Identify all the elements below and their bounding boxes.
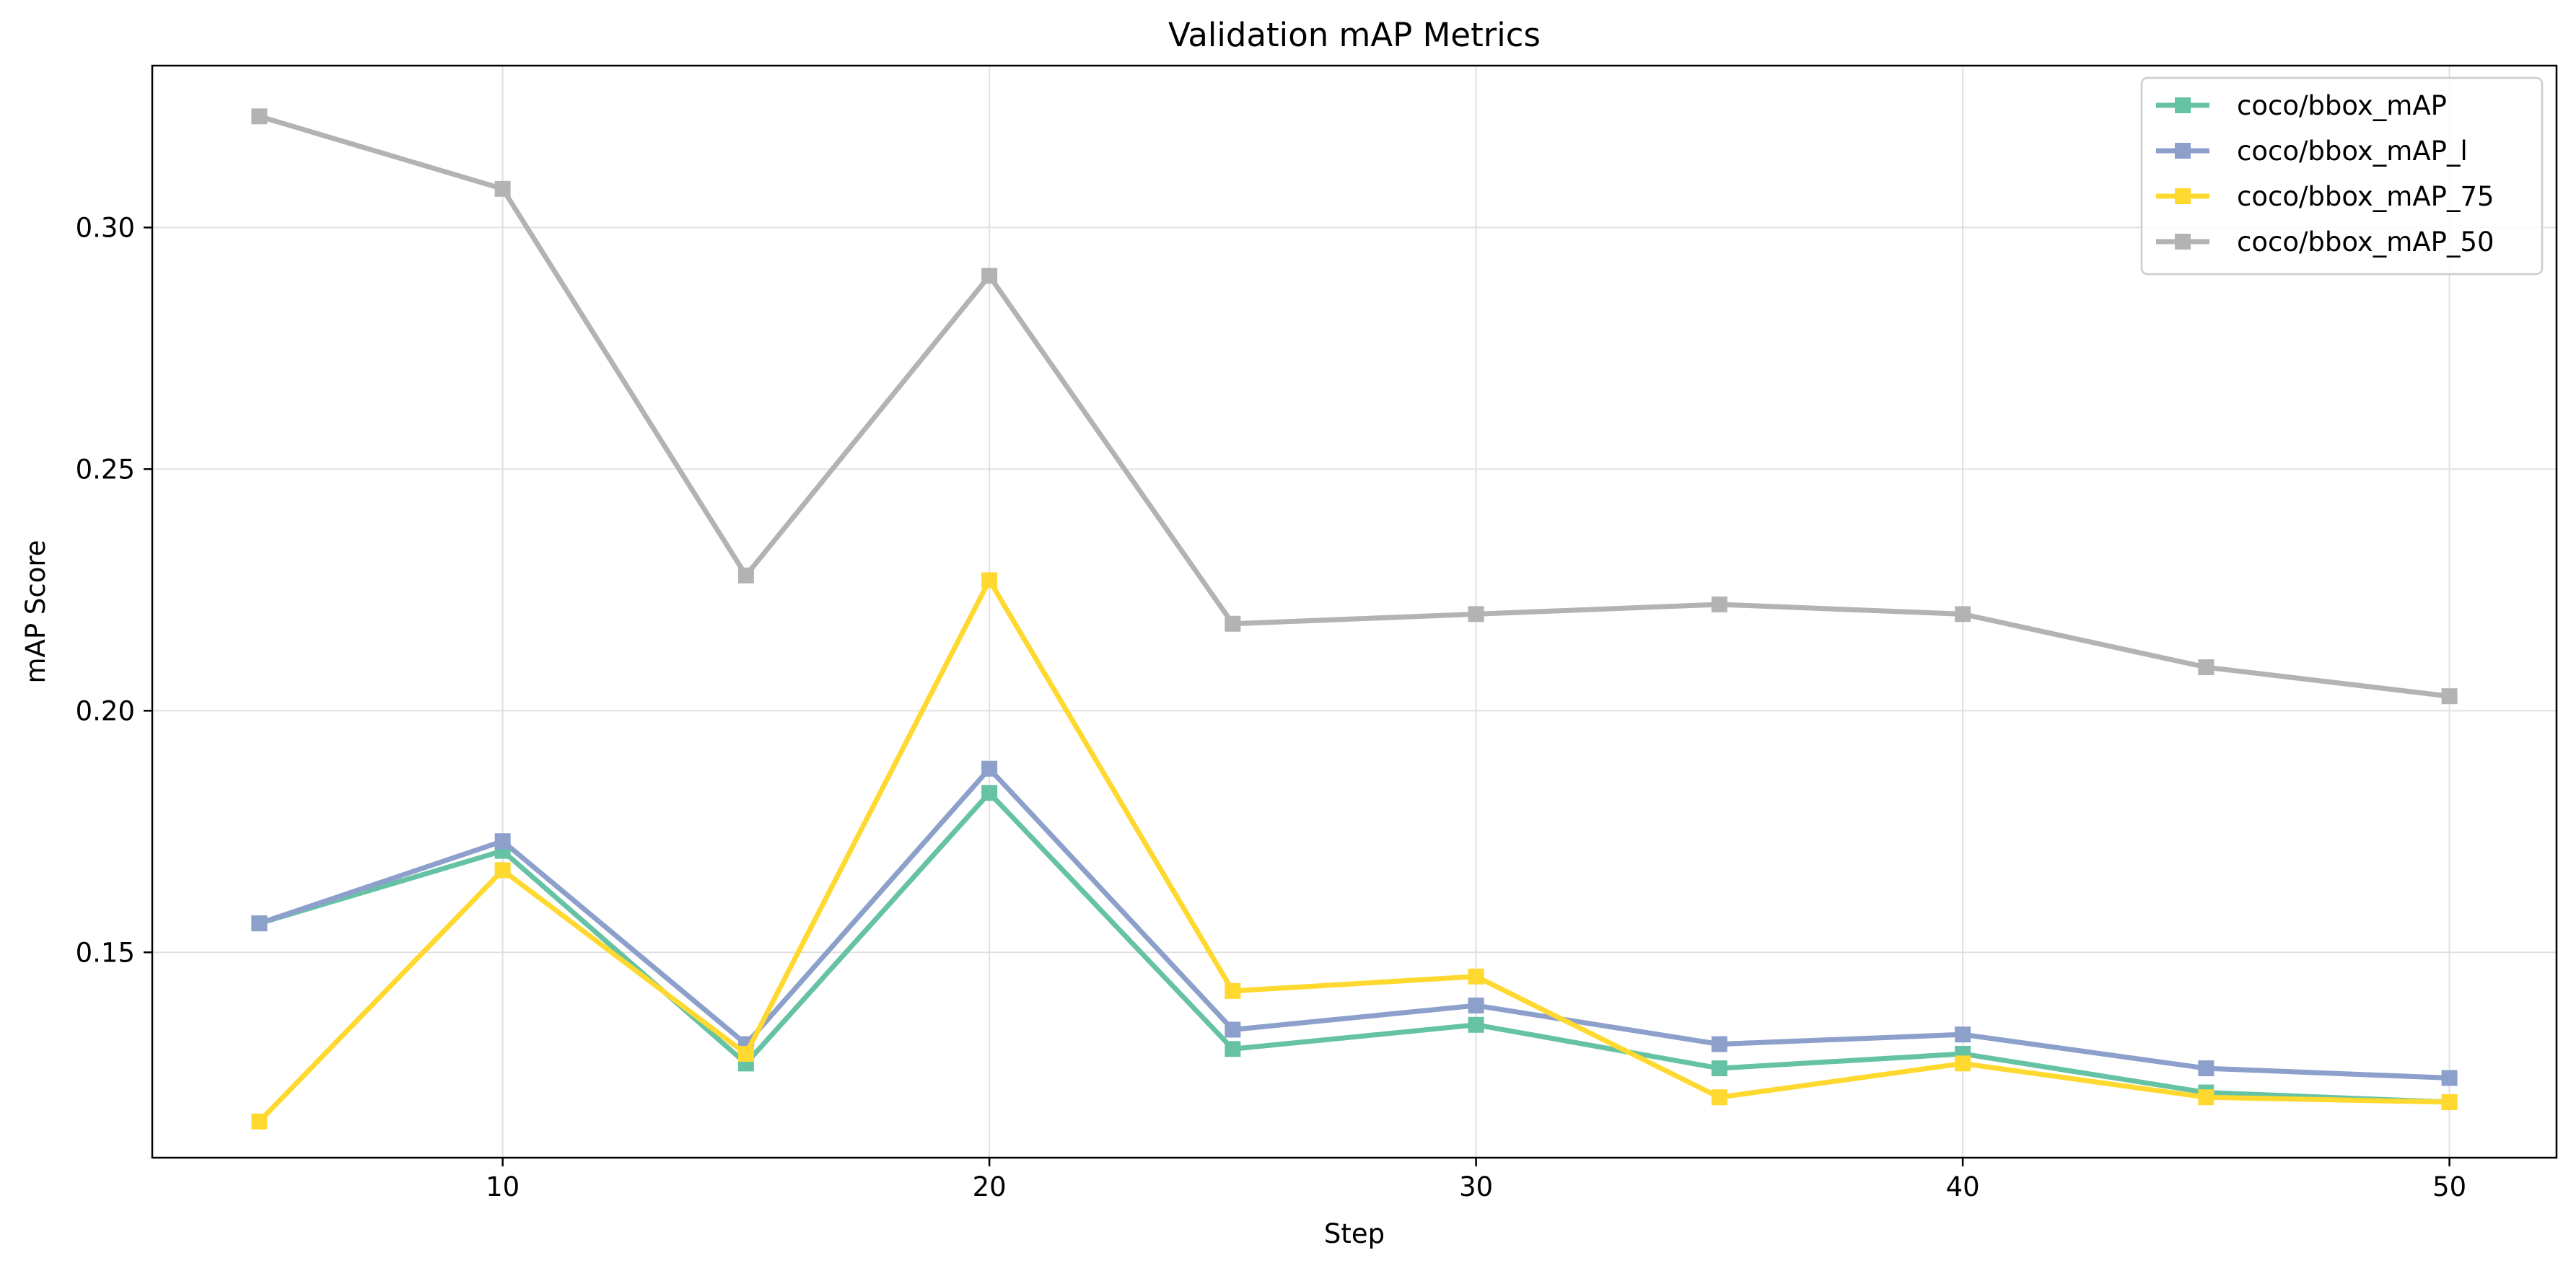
data-point [1711,1060,1727,1077]
series-line [256,790,2453,1105]
series-line [256,766,2453,1081]
data-point [1711,1089,1727,1106]
series-layer [251,108,2458,1130]
data-point [981,785,998,801]
legend-label: coco/bbox_mAP_l [2237,136,2468,167]
legend-entry: coco/bbox_mAP_75 [2156,181,2494,212]
data-point [2198,1060,2214,1077]
legend-marker [2175,234,2191,250]
ticks: 10 20 30 40 50 0.15 0.20 0.25 0.30 [76,212,2467,1202]
x-tick-label: 10 [486,1171,520,1202]
legend-label: coco/bbox_mAP_75 [2237,181,2494,212]
data-point [1225,1041,1241,1057]
chart-title: Validation mAP Metrics [1168,16,1541,54]
data-point [1711,1036,1727,1052]
legend-marker [2175,188,2191,204]
legend-label: coco/bbox_mAP_50 [2237,226,2494,258]
data-point [1225,615,1241,632]
y-tick-label: 0.25 [76,454,135,485]
data-point [1225,982,1241,999]
data-point [251,915,268,932]
legend-marker [2175,97,2191,113]
y-tick-label: 0.30 [76,212,135,243]
data-point [494,862,511,879]
x-tick-label: 20 [973,1171,1007,1202]
data-point [251,1113,268,1130]
x-tick-label: 40 [1946,1171,1980,1202]
data-point [2198,1089,2214,1106]
data-point [2441,688,2458,705]
data-point [1955,606,1971,622]
legend-marker [2175,143,2191,159]
series-coco-bbox-map-75 [251,572,2458,1130]
data-point [1955,1026,1971,1043]
data-point [737,1045,754,1062]
x-tick-label: 30 [1459,1171,1493,1202]
data-point [1468,968,1484,985]
legend-box [2140,76,2544,276]
y-tick-label: 0.20 [76,695,135,726]
y-tick-label: 0.15 [76,937,135,968]
data-point [981,268,998,284]
data-point [2198,659,2214,676]
data-point [1468,1016,1484,1033]
legend-entry: coco/bbox_mAP_l [2156,136,2468,167]
data-point [251,108,268,125]
data-point [981,760,998,777]
data-point [2441,1094,2458,1110]
legend-entry: coco/bbox_mAP [2156,90,2447,121]
data-point [1955,1055,1971,1072]
data-point [2441,1070,2458,1086]
data-point [494,833,511,850]
plot-frame [151,64,2558,1159]
data-point [1225,1021,1241,1038]
data-point [1468,997,1484,1013]
legend-label: coco/bbox_mAP [2237,90,2447,121]
data-point [1468,606,1484,622]
legend: coco/bbox_mAP coco/bbox_mAP_l coco/bbox_mA… [2140,76,2544,276]
series-line [256,577,2453,1125]
x-tick-label: 50 [2432,1171,2466,1202]
data-point [981,572,998,589]
legend-entry: coco/bbox_mAP_50 [2156,226,2494,258]
data-point [737,567,754,584]
series-line [256,113,2453,699]
series-coco-bbox-map-50 [251,108,2458,705]
y-axis-label: mAP Score [20,540,51,683]
data-point [1711,596,1727,612]
x-axis-label: Step [1324,1218,1385,1249]
series-coco-bbox-map-l [251,760,2458,1086]
data-point [494,180,511,197]
